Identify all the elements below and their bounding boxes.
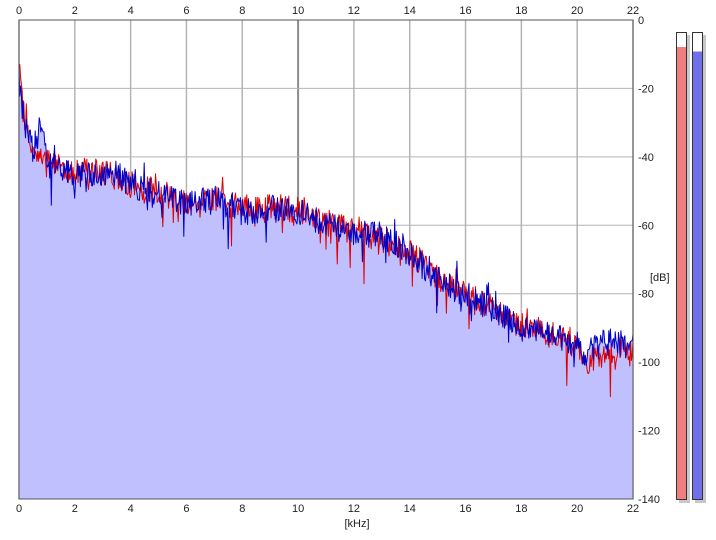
- x-tick-label-top: 0: [16, 5, 22, 17]
- x-tick-label-top: 8: [239, 5, 245, 17]
- y-tick-label: -80: [638, 289, 654, 301]
- x-tick-label-bottom: 18: [515, 503, 527, 515]
- plot-border: [18, 19, 634, 500]
- x-tick-label-bottom: 22: [627, 503, 639, 515]
- x-tick-label-top: 10: [292, 5, 304, 17]
- x-tick-label-top: 6: [183, 5, 189, 17]
- level-meter-left: [676, 32, 687, 500]
- x-tick-label-top: 16: [459, 5, 471, 17]
- x-tick-label-bottom: 10: [292, 503, 304, 515]
- x-tick-label-top: 4: [128, 5, 134, 17]
- spectrum-fill: [19, 64, 633, 499]
- plot-frame: [18, 19, 634, 500]
- x-tick-label-bottom: 14: [404, 503, 416, 515]
- x-tick-label-top: 22: [627, 5, 639, 17]
- x-tick-label-top: 2: [72, 5, 78, 17]
- x-ticks-bottom: 0 2 4 6 8 10 12 14 16 18 20 22: [16, 503, 639, 515]
- y-tick-label: -140: [638, 494, 660, 506]
- x-tick-label-bottom: 0: [16, 503, 22, 515]
- y-tick-label: -60: [638, 220, 654, 232]
- x-ticks-top: 0 2 4 6 8 10 12 14 16 18 20 22: [16, 5, 639, 17]
- series-line-blue: [18, 65, 634, 368]
- y-tick-label: -120: [638, 426, 660, 438]
- y-tick-label: -20: [638, 83, 654, 95]
- y-tick-label: -100: [638, 357, 660, 369]
- y-tick-label: -40: [638, 152, 654, 164]
- x-tick-label-bottom: 2: [72, 503, 78, 515]
- y-tick-label: 0: [638, 15, 644, 27]
- x-tick-label-bottom: 12: [348, 503, 360, 515]
- spectrum-lines: [18, 64, 634, 398]
- x-tick-label-bottom: 8: [239, 503, 245, 515]
- level-meter-right: [692, 32, 703, 500]
- x-tick-label-bottom: 6: [183, 503, 189, 515]
- x-tick-label-bottom: 4: [128, 503, 134, 515]
- y-ticks-right: 0 -20 -40 -60 -80 -100 -120 -140: [638, 15, 660, 506]
- spectrum-area: [19, 64, 633, 499]
- x-tick-label-top: 20: [571, 5, 583, 17]
- x-tick-label-top: 12: [348, 5, 360, 17]
- x-axis-label: [kHz]: [344, 518, 369, 530]
- y-axis-label: [dB]: [650, 272, 670, 284]
- x-tick-label-top: 18: [515, 5, 527, 17]
- x-tick-label-bottom: 16: [459, 503, 471, 515]
- x-tick-label-bottom: 20: [571, 503, 583, 515]
- x-tick-label-top: 14: [404, 5, 416, 17]
